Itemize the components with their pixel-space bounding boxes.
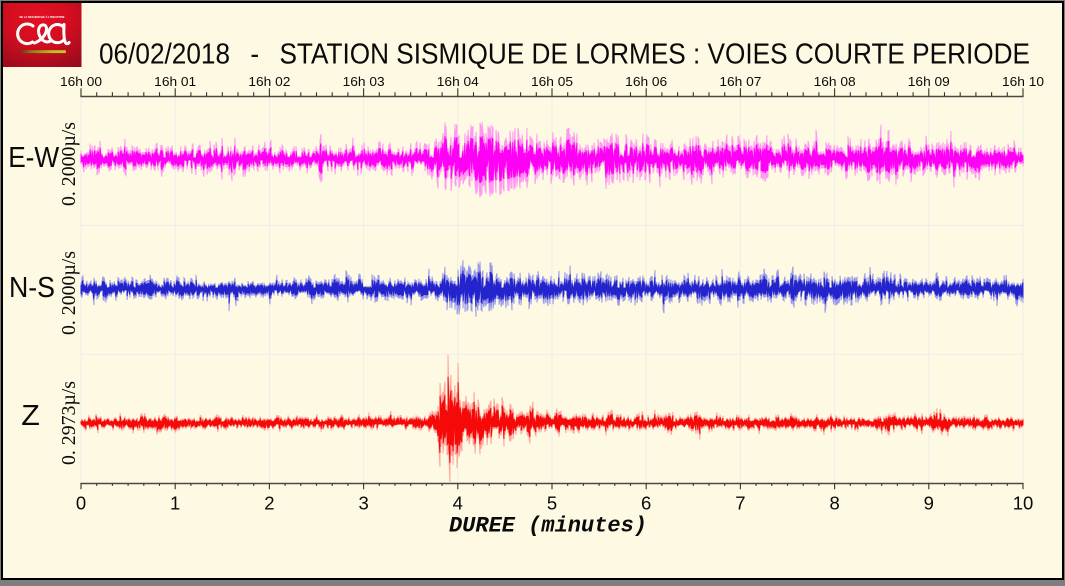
svg-text:N-S: N-S [9,272,55,304]
svg-text:1: 1 [170,493,180,514]
svg-text:16h 00: 16h 00 [60,74,102,89]
svg-text:9: 9 [924,493,934,514]
svg-text:10: 10 [1013,493,1034,514]
svg-text:16h 08: 16h 08 [814,74,856,89]
svg-text:0. 2973µ/s: 0. 2973µ/s [59,381,80,465]
svg-text:Z: Z [21,400,40,432]
svg-text:DUREE (minutes): DUREE (minutes) [449,514,647,539]
svg-text:0. 2000µ/s: 0. 2000µ/s [59,251,80,335]
svg-text:DE LA RECHERCHE À L’INDUSTRIE: DE LA RECHERCHE À L’INDUSTRIE [20,14,65,19]
svg-text:0. 2000µ/s: 0. 2000µ/s [59,122,80,206]
svg-text:6: 6 [641,493,651,514]
svg-text:2: 2 [264,493,274,514]
svg-text:16h 10: 16h 10 [1002,74,1044,89]
svg-text:16h 06: 16h 06 [625,74,667,89]
svg-text:16h 07: 16h 07 [719,74,761,89]
svg-text:16h 03: 16h 03 [343,74,385,89]
svg-text:0: 0 [76,493,86,514]
svg-text:3: 3 [358,493,368,514]
svg-text:16h 01: 16h 01 [154,74,196,89]
svg-text:16h 05: 16h 05 [531,74,573,89]
svg-text:5: 5 [547,493,557,514]
svg-text:7: 7 [735,493,745,514]
svg-text:E-W: E-W [8,142,60,174]
svg-text:06/02/2018 - STATION SISMIQU: 06/02/2018 - STATION SISMIQUE DE LORMES … [99,39,1030,71]
svg-text:16h 09: 16h 09 [908,74,950,89]
svg-text:16h 04: 16h 04 [437,74,479,89]
svg-text:8: 8 [829,493,839,514]
svg-text:4: 4 [453,493,463,514]
svg-text:16h 02: 16h 02 [248,74,290,89]
